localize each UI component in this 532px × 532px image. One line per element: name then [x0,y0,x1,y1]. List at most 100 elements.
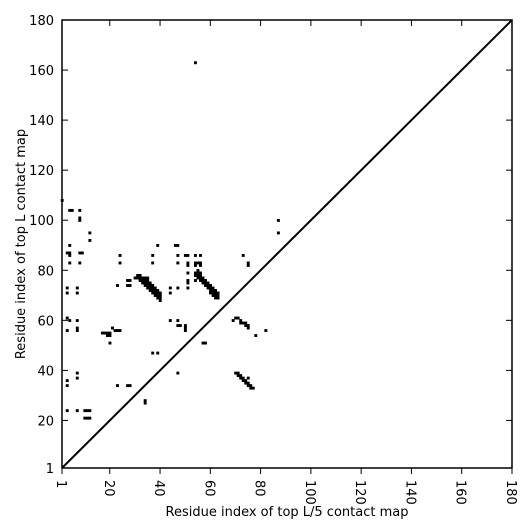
contact-cell [176,261,180,265]
contact-cell [158,294,162,297]
contact-cell [88,231,92,235]
contact-cell [176,324,180,327]
contact-cell [168,319,172,322]
contact-cell [251,386,255,390]
contact-cell [239,319,243,322]
contact-cell [206,286,210,290]
contact-cell [138,274,142,277]
contact-cell [241,376,245,380]
y-tick-label: 60 [37,314,54,329]
contact-cell [239,321,243,325]
contact-cell [234,371,238,375]
contact-cell [116,284,119,287]
contact-cell [209,289,212,292]
contact-cell [199,264,202,267]
contact-cell [276,218,280,222]
y-axis-label: Residue index of top L contact map [14,129,29,359]
contact-cell [193,261,197,265]
x-axis-label: Residue index of top L/5 contact map [166,505,409,520]
contact-cell [83,409,87,413]
contact-cell [146,276,150,280]
contact-cell [133,276,137,280]
contact-cell [151,351,155,355]
contact-cell [113,329,117,332]
contact-cell [105,334,109,338]
contact-cell [148,281,152,285]
contact-cell [244,324,248,327]
contact-cell [151,286,155,290]
contact-cell [244,379,248,383]
contact-cell [186,281,190,285]
contact-cell [176,244,180,247]
contact-cell [111,326,114,330]
contact-cell [158,299,162,302]
contact-cell [183,329,187,332]
x-tick-label: 60 [201,480,216,497]
contact-cell [78,218,82,222]
contact-cell [216,294,220,297]
contact-cell [236,374,240,378]
contact-cell [83,416,87,420]
contact-cell [100,331,104,335]
contact-cell [146,286,150,290]
contact-cell [168,291,172,295]
contact-cell [254,334,258,338]
contact-cell [108,341,112,345]
contact-cell [209,286,212,290]
contact-cell [153,286,157,290]
contact-cell [68,254,72,257]
contact-cell [156,289,160,292]
contact-cell [246,384,250,388]
contact-cell [75,326,79,330]
contact-cell [239,376,243,380]
contact-cell [65,286,69,290]
contact-cell [80,251,84,255]
contact-cell [65,291,69,295]
contact-cell [143,276,147,280]
contact-cell [156,351,160,355]
contact-cell [70,208,74,212]
contact-cell [186,271,190,275]
contact-cell [241,379,245,383]
contact-cell [231,319,235,322]
contact-cell [128,384,132,388]
contact-cell [126,284,130,287]
contact-cell [136,276,140,280]
contact-cell [246,324,250,327]
contact-cell [118,329,122,332]
contact-cell [206,284,210,287]
contact-cell [68,244,72,247]
contact-cell [151,291,155,295]
contact-cell [141,281,145,285]
contact-cell [186,286,190,290]
contact-cell [126,384,130,388]
contact-cell [176,254,180,257]
contact-cell [148,284,152,287]
contact-cell [186,279,190,282]
contact-cell [141,279,145,282]
contact-cell [146,279,150,282]
contact-cell [204,341,207,345]
contact-cell [193,254,197,257]
contact-cell [153,289,157,292]
y-tick-label: 20 [37,414,54,429]
contact-cell [211,289,215,292]
contact-cell [75,376,79,380]
contact-cell [88,409,92,413]
x-tick-label: 120 [352,480,367,505]
contact-cell [196,261,200,265]
contact-cell [199,276,202,280]
contact-cell [158,296,162,300]
contact-cell [65,384,69,388]
contact-cell [168,286,172,290]
contact-cell [78,216,82,220]
contact-cell [196,274,200,277]
contact-cell [85,416,89,420]
contact-cell [246,326,250,330]
contact-cell [199,279,202,282]
contact-cell [214,289,218,292]
contact-cell [75,409,79,413]
contact-cell [211,294,215,297]
contact-cell [246,381,250,385]
